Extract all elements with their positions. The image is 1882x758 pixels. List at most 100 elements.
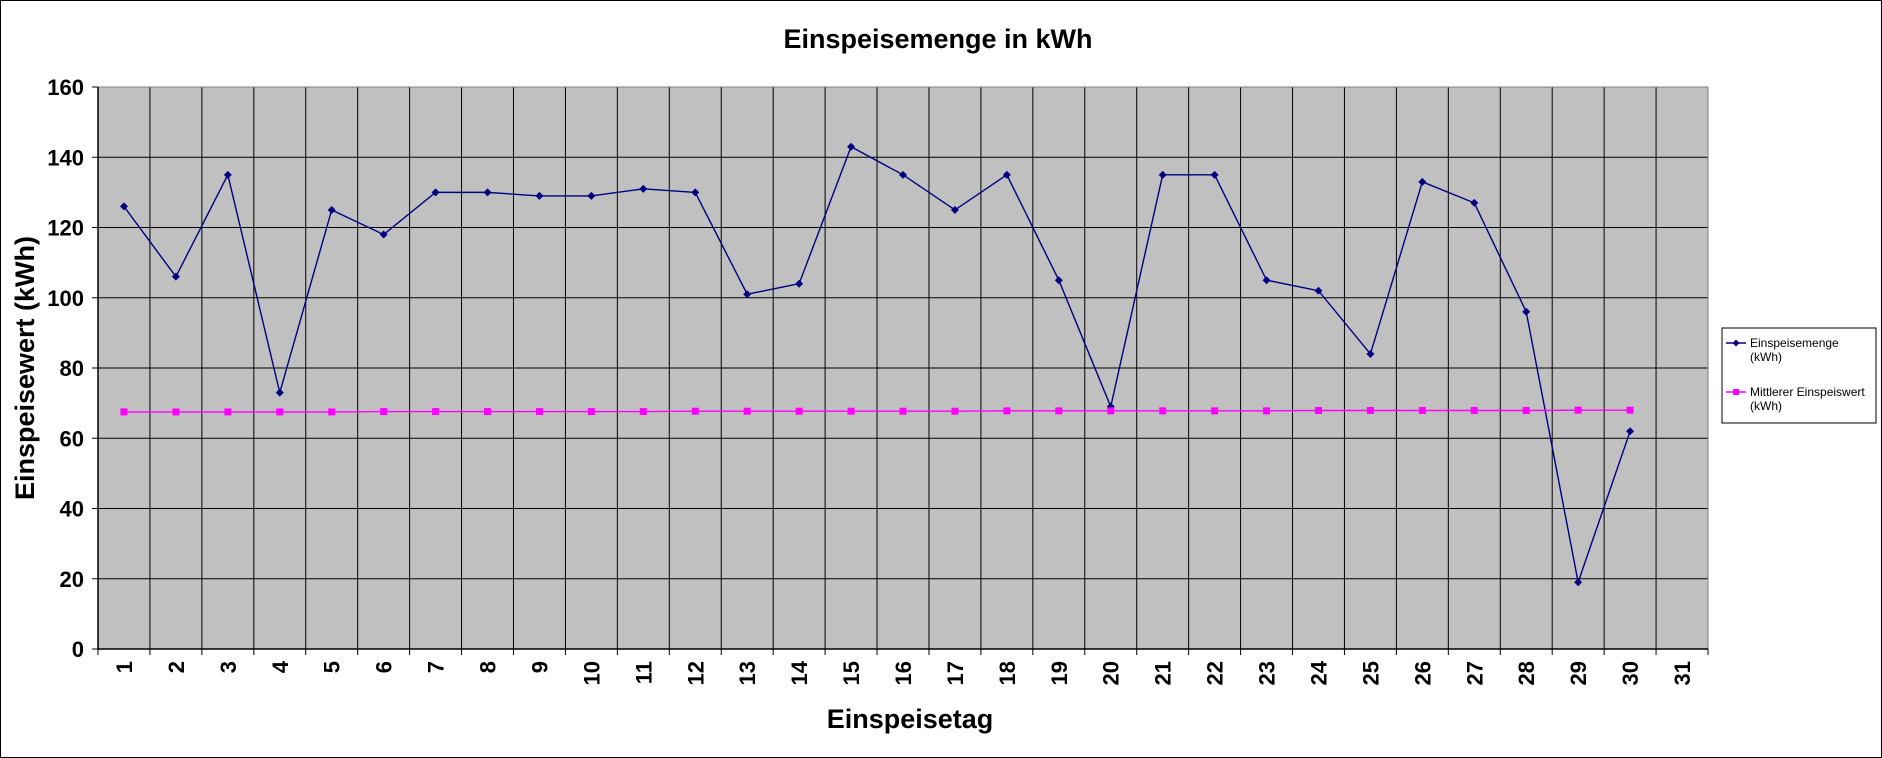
data-point [1626, 427, 1635, 436]
data-point [484, 408, 492, 416]
x-tick-label: 11 [631, 661, 656, 684]
legend-label: (kWh) [1750, 399, 1782, 413]
data-point [172, 408, 180, 416]
data-point [1107, 407, 1115, 415]
legend: Einspeisemenge (kWh)Mittlerer Einspeiswer… [1721, 327, 1877, 424]
data-point [1262, 276, 1271, 285]
x-tick-label: 25 [1358, 661, 1383, 685]
data-point [328, 408, 336, 416]
data-point [743, 407, 751, 415]
data-point [1418, 407, 1426, 415]
x-tick-label: 12 [683, 661, 708, 685]
chart-title: Einspeisemenge in kWh [783, 24, 1092, 54]
data-point [1263, 407, 1271, 415]
data-point [432, 408, 440, 416]
data-point [379, 230, 388, 239]
data-point [899, 407, 907, 415]
x-tick-label: 24 [1306, 660, 1331, 685]
x-tick-label: 9 [527, 661, 552, 673]
data-point [691, 407, 699, 415]
data-point [1054, 276, 1063, 285]
y-tick-label: 160 [47, 75, 84, 100]
data-point [535, 191, 544, 200]
data-point [639, 408, 647, 416]
y-axis-title: Einspeisewert (kWh) [10, 236, 40, 500]
x-tick-label: 2 [164, 661, 189, 673]
data-point [119, 202, 128, 211]
x-tick-label: 1 [112, 661, 137, 673]
x-axis-title: Einspeisetag [827, 704, 994, 734]
data-point [1574, 406, 1582, 414]
x-tick-label: 28 [1514, 661, 1539, 685]
y-tick-label: 60 [60, 426, 84, 451]
data-point [639, 184, 648, 193]
data-point [950, 205, 959, 214]
legend-box [1721, 327, 1877, 424]
series-2 [120, 406, 1634, 416]
x-tick-label: 17 [943, 661, 968, 685]
data-point [1626, 406, 1634, 414]
x-tick-label: 29 [1566, 661, 1591, 685]
data-point [1314, 407, 1322, 415]
x-tick-label: 15 [839, 661, 864, 685]
series-line [123, 145, 1631, 585]
data-point [1159, 407, 1167, 415]
data-point [795, 407, 803, 415]
data-point [951, 407, 959, 415]
x-tick-labels: 1 2 3 4 5 6 7 8 9 10 11 12 13 14 15 16 17 18 19 20 21 22 23 24 2… [112, 660, 1695, 685]
data-point [224, 408, 232, 416]
axes [92, 86, 1709, 655]
data-point [1055, 407, 1063, 415]
data-point [1002, 170, 1011, 179]
x-tick-label: 23 [1255, 661, 1280, 685]
data-point [795, 279, 804, 288]
legend-marker [1733, 389, 1739, 395]
y-tick-label: 0 [72, 637, 84, 662]
x-tick-label: 13 [735, 661, 760, 685]
data-point [899, 170, 907, 179]
data-point [847, 142, 856, 151]
data-point [431, 188, 440, 197]
x-tick-label: 16 [891, 661, 916, 685]
data-point [1522, 307, 1531, 316]
series-1 [119, 142, 1635, 587]
x-tick-label: 6 [372, 661, 397, 673]
y-tick-label: 100 [47, 286, 84, 311]
data-point [120, 408, 128, 416]
data-point [275, 388, 284, 397]
data-point [276, 408, 284, 416]
data-point [1210, 170, 1219, 179]
data-point [1522, 407, 1530, 415]
y-tick-label: 80 [60, 356, 84, 381]
x-tick-label: 5 [320, 661, 345, 673]
y-tick-label: 20 [60, 567, 84, 592]
data-point [483, 188, 492, 197]
data-point [1470, 407, 1478, 415]
y-tick-label: 40 [60, 497, 84, 522]
x-tick-label: 10 [579, 661, 604, 685]
x-tick-label: 4 [268, 660, 293, 673]
legend-label: Mittlerer Einspeiswert [1750, 385, 1865, 399]
series-layer [119, 142, 1635, 587]
y-tick-labels: 0 20 40 60 80 100 120 140 160 [47, 75, 84, 662]
data-point [1366, 349, 1375, 358]
y-tick-label: 120 [47, 216, 84, 241]
legend-marker [1732, 339, 1740, 347]
data-point [1470, 198, 1479, 207]
x-tick-label: 3 [216, 661, 241, 673]
data-point [1574, 578, 1583, 587]
data-point [1003, 407, 1011, 415]
data-point [1418, 177, 1427, 186]
data-point [691, 188, 700, 197]
y-tick-label: 140 [47, 145, 84, 170]
x-tick-label: 8 [476, 661, 501, 673]
x-tick-label: 14 [787, 660, 812, 685]
data-point [587, 408, 595, 416]
gridlines [98, 86, 1709, 649]
data-point [1211, 407, 1219, 415]
data-point [535, 408, 543, 416]
legend-label: Einspeisemenge [1750, 336, 1839, 350]
data-point [327, 205, 336, 214]
x-tick-label: 20 [1099, 661, 1124, 685]
